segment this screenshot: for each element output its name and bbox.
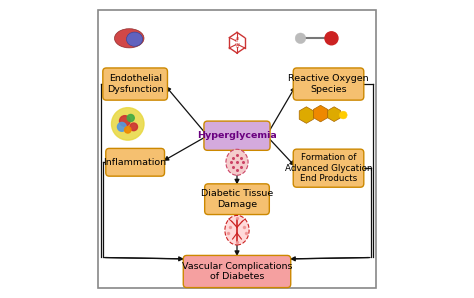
FancyBboxPatch shape xyxy=(293,68,364,100)
Circle shape xyxy=(127,114,134,122)
FancyBboxPatch shape xyxy=(204,121,270,150)
Text: Vascular Complications
of Diabetes: Vascular Complications of Diabetes xyxy=(182,262,292,281)
Ellipse shape xyxy=(115,29,144,48)
FancyBboxPatch shape xyxy=(103,68,167,100)
Text: O: O xyxy=(237,43,240,47)
Text: Hyperglycemia: Hyperglycemia xyxy=(197,131,277,140)
Text: Endothelial
Dysfunction: Endothelial Dysfunction xyxy=(107,74,164,94)
Text: O: O xyxy=(234,39,237,43)
Circle shape xyxy=(130,123,137,131)
Circle shape xyxy=(111,108,144,140)
FancyBboxPatch shape xyxy=(106,148,164,176)
Text: Diabetic Tissue
Damage: Diabetic Tissue Damage xyxy=(201,190,273,209)
Circle shape xyxy=(295,33,306,44)
Text: Inflammation: Inflammation xyxy=(104,158,167,167)
Text: Formation of
Advanced Glycation
End Products: Formation of Advanced Glycation End Prod… xyxy=(285,153,372,183)
Circle shape xyxy=(325,32,338,45)
Circle shape xyxy=(125,127,131,133)
Text: O: O xyxy=(236,45,238,49)
Text: O: O xyxy=(236,37,238,41)
FancyBboxPatch shape xyxy=(205,184,269,215)
Text: Reactive Oxygen
Species: Reactive Oxygen Species xyxy=(288,74,369,94)
FancyBboxPatch shape xyxy=(183,255,291,288)
Ellipse shape xyxy=(226,149,248,175)
Circle shape xyxy=(119,116,130,126)
Ellipse shape xyxy=(225,215,249,245)
Ellipse shape xyxy=(127,32,143,46)
FancyBboxPatch shape xyxy=(293,149,364,187)
Text: O: O xyxy=(234,43,237,47)
Circle shape xyxy=(118,122,126,131)
Circle shape xyxy=(339,111,347,119)
